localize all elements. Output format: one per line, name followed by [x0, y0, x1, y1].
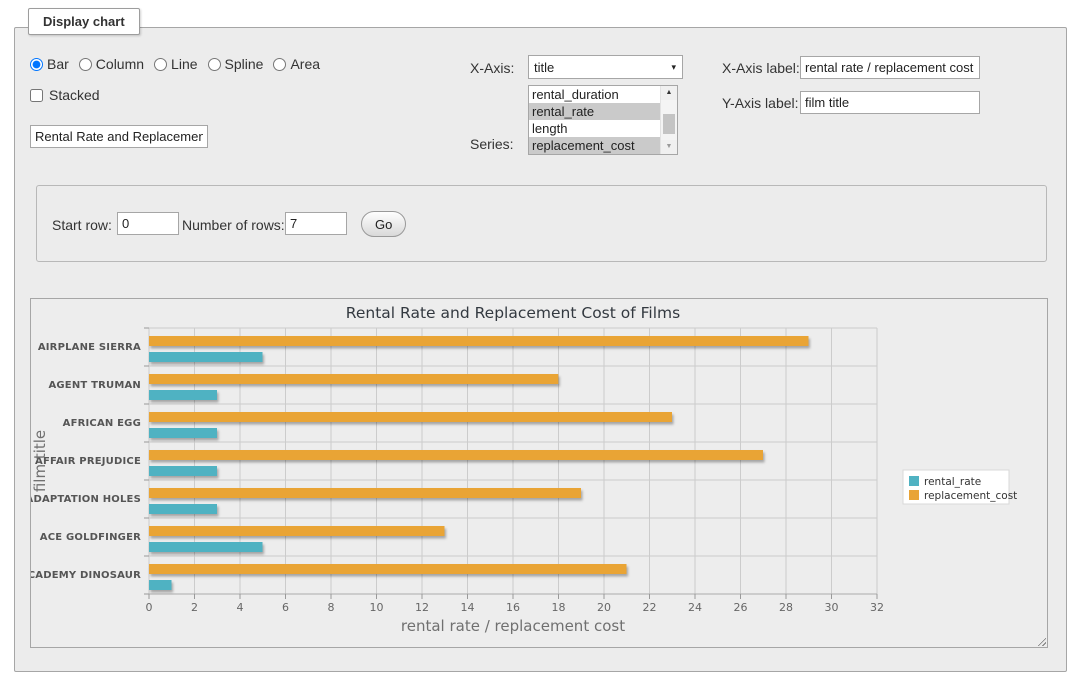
chart-type-option-column[interactable]: Column [79, 56, 144, 72]
bar-rental_rate [149, 390, 217, 400]
display-chart-legend: Display chart [28, 8, 140, 35]
category-label: AFFAIR PREJUDICE [35, 456, 141, 467]
x-tick-label: 2 [191, 601, 198, 614]
scroll-down-icon[interactable]: ▼ [661, 140, 677, 154]
series-option-rental_rate[interactable]: rental_rate [529, 103, 660, 120]
bar-replacement_cost [149, 450, 763, 460]
category-label: AGENT TRUMAN [48, 380, 141, 391]
series-scrollbar[interactable]: ▲ ▼ [660, 86, 677, 154]
category-label: ACADEMY DINOSAUR [31, 570, 141, 581]
go-button[interactable]: Go [361, 211, 406, 237]
x-tick-label: 14 [461, 601, 475, 614]
x-tick-label: 8 [328, 601, 335, 614]
bar-replacement_cost [149, 412, 672, 422]
x-tick-label: 16 [506, 601, 520, 614]
bar-rental_rate [149, 580, 172, 590]
x-tick-label: 12 [415, 601, 429, 614]
radio-column[interactable] [79, 58, 92, 71]
legend-swatch [909, 476, 919, 486]
category-label: AFRICAN EGG [63, 418, 141, 429]
x-tick-label: 22 [643, 601, 657, 614]
radio-bar[interactable] [30, 58, 43, 71]
x-tick-label: 6 [282, 601, 289, 614]
page: Display chart Bar Column Line Spline Area St… [0, 0, 1081, 681]
bar-replacement_cost [149, 564, 627, 574]
bar-replacement_cost [149, 526, 445, 536]
x-axis-select-wrap: title ▾ [528, 55, 683, 79]
bar-replacement_cost [149, 336, 809, 346]
series-option-length[interactable]: length [529, 120, 660, 137]
x-tick-label: 24 [688, 601, 702, 614]
chart-type-option-area[interactable]: Area [273, 56, 320, 72]
x-tick-label: 0 [146, 601, 153, 614]
num-rows-label: Number of rows: [182, 217, 285, 233]
chart: Rental Rate and Replacement Cost of Film… [31, 299, 1045, 645]
bar-rental_rate [149, 428, 217, 438]
chart-type-option-spline[interactable]: Spline [208, 56, 264, 72]
legend-swatch [909, 490, 919, 500]
category-label: ACE GOLDFINGER [40, 532, 141, 543]
legend-label: replacement_cost [924, 490, 1017, 502]
bar-replacement_cost [149, 488, 581, 498]
series-option-replacement_cost[interactable]: replacement_cost [529, 137, 660, 154]
x-tick-label: 30 [825, 601, 839, 614]
bar-rental_rate [149, 504, 217, 514]
x-tick-label: 10 [370, 601, 384, 614]
chart-title-input[interactable] [30, 125, 208, 148]
legend-item-replacement_cost[interactable]: replacement_cost [909, 490, 1017, 502]
x-axis-label-input[interactable] [800, 56, 980, 79]
category-label: ADAPTATION HOLES [31, 494, 141, 505]
x-axis-label-caption: X-Axis label: [722, 60, 800, 76]
bars: AIRPLANE SIERRA AGENT TRUMAN AFRICAN EGG AF… [31, 336, 809, 590]
scrollbar-thumb[interactable] [663, 114, 675, 134]
y-axis-label-caption: Y-Axis label: [722, 95, 799, 111]
plot-grid [144, 328, 877, 594]
legend-box: rental_rate replacement_cost [903, 470, 1017, 504]
x-tick-label: 18 [552, 601, 566, 614]
bar-rental_rate [149, 352, 263, 362]
x-axis-select[interactable]: title [528, 55, 683, 79]
chart-type-radio-group: Bar Column Line Spline Area [30, 56, 330, 72]
x-axis-title: rental rate / replacement cost [401, 617, 625, 635]
radio-area[interactable] [273, 58, 286, 71]
radio-line[interactable] [154, 58, 167, 71]
chart-type-option-bar[interactable]: Bar [30, 56, 69, 72]
bar-rental_rate [149, 542, 263, 552]
x-tick-label: 28 [779, 601, 793, 614]
series-listbox[interactable]: rental_durationrental_ratelengthreplacem… [528, 85, 678, 155]
x-axis-select-label: X-Axis: [470, 60, 514, 76]
category-label: AIRPLANE SIERRA [38, 342, 141, 353]
stacked-option[interactable]: Stacked [30, 87, 100, 103]
legend-label: rental_rate [924, 476, 981, 488]
x-tick-label: 4 [237, 601, 244, 614]
start-row-input[interactable] [117, 212, 179, 235]
stacked-label: Stacked [49, 87, 100, 103]
y-axis-title: film title [31, 430, 49, 492]
y-axis-label-input[interactable] [800, 91, 980, 114]
series-option-rental_duration[interactable]: rental_duration [529, 86, 660, 103]
chart-type-option-line[interactable]: Line [154, 56, 197, 72]
series-options: rental_durationrental_ratelengthreplacem… [529, 86, 660, 154]
num-rows-input[interactable] [285, 212, 347, 235]
stacked-checkbox[interactable] [30, 89, 43, 102]
chart-title: Rental Rate and Replacement Cost of Film… [346, 304, 680, 322]
scroll-up-icon[interactable]: ▲ [661, 86, 677, 100]
radio-spline[interactable] [208, 58, 221, 71]
x-tick-label: 32 [870, 601, 884, 614]
start-row-label: Start row: [52, 217, 112, 233]
x-tick-label: 20 [597, 601, 611, 614]
series-label: Series: [470, 136, 514, 152]
chart-container: Rental Rate and Replacement Cost of Film… [30, 298, 1048, 648]
bar-replacement_cost [149, 374, 558, 384]
x-tick-label: 26 [734, 601, 748, 614]
bar-rental_rate [149, 466, 217, 476]
